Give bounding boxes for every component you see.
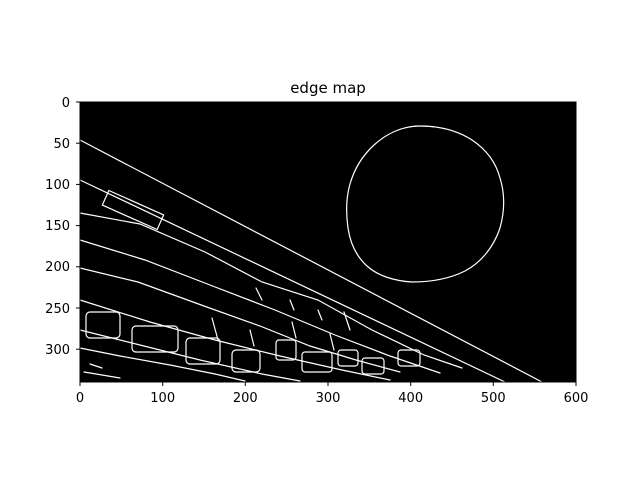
y-tick-label: 250 (45, 302, 70, 317)
x-axis: 0 100 200 300 400 500 600 (76, 382, 589, 406)
plot-title: edge map (290, 79, 366, 97)
edge-map-image (79, 102, 576, 383)
x-tick-label: 500 (481, 391, 506, 406)
y-tick-label: 150 (45, 219, 70, 234)
x-tick-label: 200 (233, 391, 258, 406)
x-tick-label: 100 (150, 391, 175, 406)
x-tick-label: 300 (316, 391, 341, 406)
y-tick-label: 300 (45, 343, 70, 358)
y-axis: 0 50 100 150 200 250 300 (45, 96, 80, 358)
y-tick-label: 50 (53, 137, 70, 152)
x-tick-label: 400 (398, 391, 423, 406)
y-tick-label: 200 (45, 260, 70, 275)
y-tick-label: 0 (62, 96, 70, 111)
x-tick-label: 600 (564, 391, 589, 406)
x-tick-label: 0 (76, 391, 84, 406)
y-tick-label: 100 (45, 178, 70, 193)
